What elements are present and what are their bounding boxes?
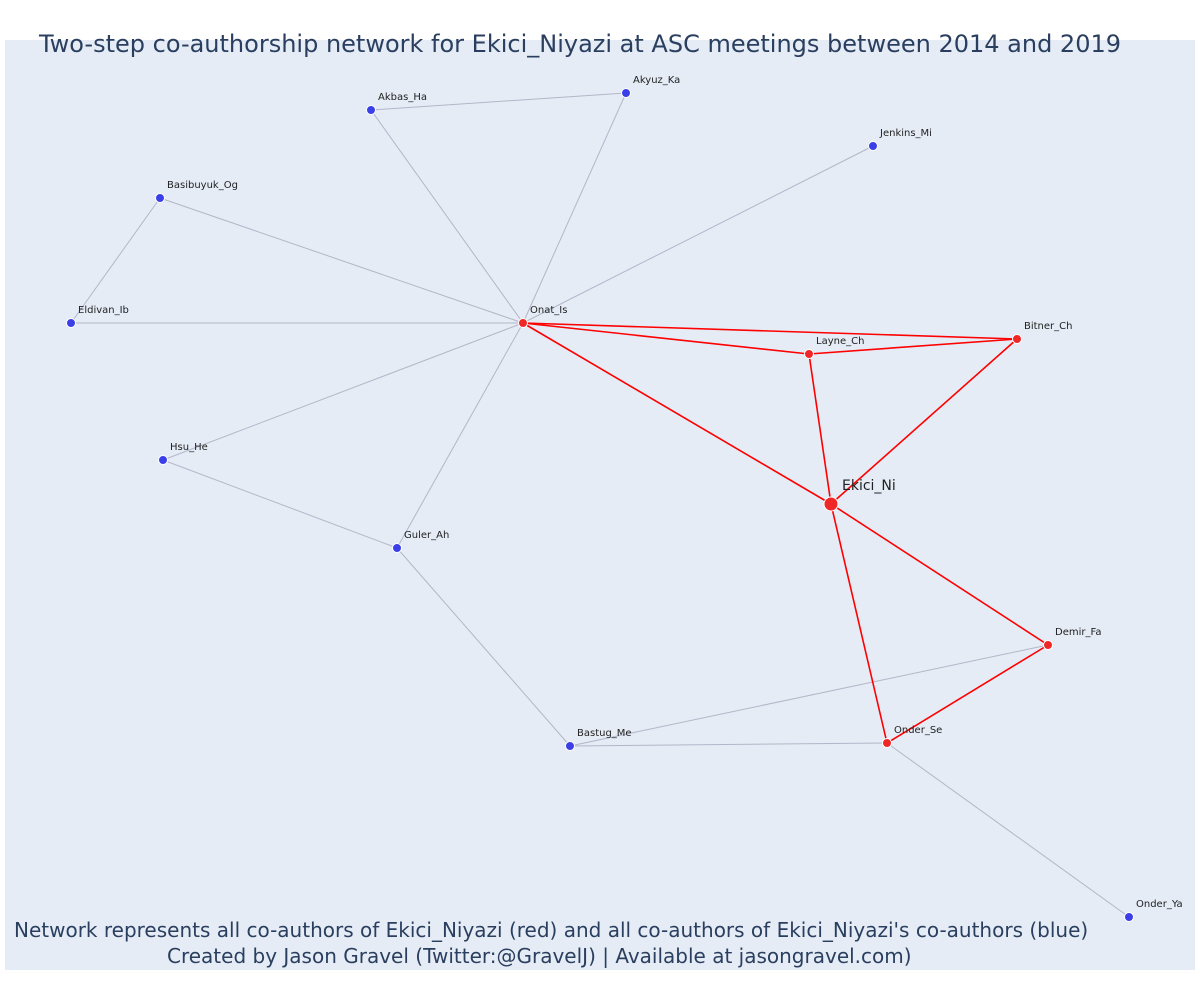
node-onat-is[interactable] [518,318,528,328]
edge-bastug-me-demir-fa [569,644,1049,747]
node-label-onder-se: Onder_Se [894,725,942,736]
node-label-akbas-ha: Akbas_Ha [378,92,427,103]
node-demir-fa[interactable] [1043,640,1053,650]
node-label-jenkins-mi: Jenkins_Mi [879,128,932,139]
node-label-hsu-he: Hsu_He [170,442,208,453]
node-akyuz-ka[interactable] [621,88,631,98]
footer-caption-line-1: Network represents all co-authors of Eki… [14,918,1089,942]
edge-onat-is-basibuyuk-og [159,197,524,324]
chart-title: Two-step co-authorship network for Ekici… [38,30,1122,58]
edge-onat-is-akyuz-ka [522,92,627,324]
edges-layer [70,92,1130,918]
node-bastug-me[interactable] [565,741,575,751]
node-akbas-ha[interactable] [366,105,376,115]
edge-ekici-ni-onat-is [522,322,832,505]
edge-onat-is-bitner-ch [522,322,1018,340]
node-label-ekici-ni: Ekici_Ni [842,478,896,494]
node-label-guler-ah: Guler_Ah [404,530,449,541]
node-jenkins-mi[interactable] [868,141,878,151]
edge-onat-is-hsu-he [162,322,524,461]
edge-layne-ch-bitner-ch [808,338,1018,355]
node-label-layne-ch: Layne_Ch [816,336,864,347]
edge-hsu-he-guler-ah [162,459,398,549]
edge-ekici-ni-onder-se [830,503,888,744]
edge-onat-is-akbas-ha [370,109,524,324]
edge-bastug-me-onder-se [569,742,888,747]
node-hsu-he[interactable] [158,455,168,465]
edge-onat-is-guler-ah [396,322,524,549]
edge-onder-se-onder-ya [886,742,1130,918]
edge-ekici-ni-bitner-ch [830,338,1018,505]
node-label-bitner-ch: Bitner_Ch [1024,321,1072,332]
edge-onat-is-layne-ch [522,322,810,355]
nodes-layer: Ekici_Ni Onat_Is Layne_Ch Bitner_Ch Demir_Fa… [66,75,1183,922]
edge-demir-fa-onder-se [886,644,1049,744]
plot-background [5,40,1195,970]
edge-onat-is-jenkins-mi [522,145,874,324]
node-label-eldivan-ib: Eldivan_Ib [78,305,129,316]
node-guler-ah[interactable] [392,543,402,553]
node-label-demir-fa: Demir_Fa [1055,627,1101,638]
node-onder-ya[interactable] [1124,912,1134,922]
edge-guler-ah-bastug-me [396,547,571,747]
footer-caption-line-2: Created by Jason Gravel (Twitter:@Gravel… [167,944,912,968]
edge-ekici-ni-layne-ch [808,353,832,505]
node-eldivan-ib[interactable] [66,318,76,328]
node-layne-ch[interactable] [804,349,814,359]
edge-basibuyuk-og-eldivan-ib [70,197,161,324]
node-onder-se[interactable] [882,738,892,748]
node-label-akyuz-ka: Akyuz_Ka [633,75,680,86]
node-bitner-ch[interactable] [1012,334,1022,344]
edge-akbas-ha-akyuz-ka [370,92,627,111]
node-basibuyuk-og[interactable] [155,193,165,203]
node-ekici-ni[interactable] [823,496,839,512]
edge-ekici-ni-demir-fa [830,503,1049,646]
node-label-basibuyuk-og: Basibuyuk_Og [167,180,238,191]
node-label-bastug-me: Bastug_Me [577,728,632,739]
node-label-onat-is: Onat_Is [530,305,567,316]
node-label-onder-ya: Onder_Ya [1136,899,1183,910]
